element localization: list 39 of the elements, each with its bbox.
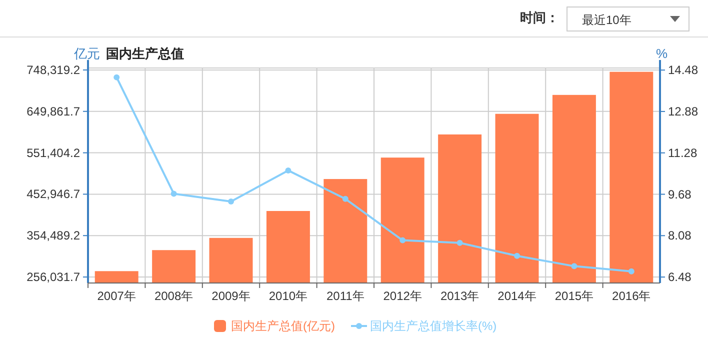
- y-tick-label: 354,489.2: [26, 228, 80, 243]
- y-tick-label: 551,404.2: [26, 146, 80, 160]
- point: [456, 240, 463, 246]
- x-tick-label: 2010年: [268, 289, 308, 303]
- x-tick-label: 2009年: [212, 289, 250, 303]
- y-axis-title: 亿元: [73, 46, 100, 61]
- legend-label: 国内生产总值(亿元): [231, 319, 335, 333]
- x-tick-label: 2015年: [554, 289, 594, 303]
- text: 时间：: [520, 10, 559, 25]
- point: [114, 74, 120, 80]
- y2-tick-label: 8.08: [668, 228, 692, 243]
- y-tick-label: 748,319.2: [26, 62, 80, 77]
- legend-label: 国内生产总值增长率(%): [370, 319, 497, 333]
- y2-axis-title: %: [656, 46, 668, 61]
- y2-tick-label: 11.28: [668, 146, 698, 160]
- x-tick-label: 2007年: [97, 289, 136, 303]
- x-tick-label: 2008年: [154, 289, 194, 303]
- y-tick-label: 649,861.7: [26, 104, 80, 118]
- y-tick-label: 256,031.7: [26, 270, 80, 284]
- point: [514, 252, 520, 259]
- point: [342, 196, 348, 202]
- y-tick-label: 452,946.7: [26, 187, 80, 202]
- x-tick-label: 2012年: [383, 289, 422, 303]
- point: [285, 167, 292, 174]
- x-tick-label: 2016年: [612, 289, 651, 303]
- point: [571, 263, 578, 270]
- y2-tick-label: 12.88: [668, 104, 698, 118]
- point: [400, 237, 406, 244]
- point: [170, 190, 177, 197]
- x-tick-label: 2011年: [326, 289, 364, 303]
- x-tick-label: 2014年: [498, 289, 536, 303]
- text: 最近10年: [582, 13, 632, 27]
- chart-title: 国内生产总值: [106, 46, 184, 61]
- point: [628, 268, 634, 274]
- point: [228, 198, 234, 204]
- x-tick-label: 2013年: [440, 289, 480, 303]
- y2-tick-label: 14.48: [668, 63, 698, 78]
- y2-tick-label: 6.48: [668, 270, 692, 284]
- y2-tick-label: 9.68: [668, 187, 692, 202]
